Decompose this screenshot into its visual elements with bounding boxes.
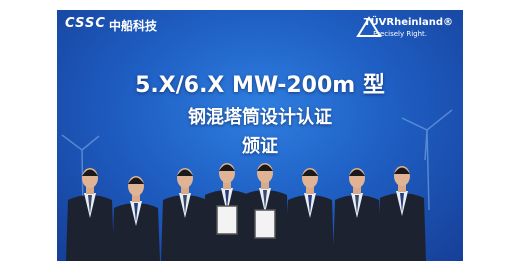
banner-line: 5.X/6.X MW-200m 型 <box>57 67 463 99</box>
tuv-tagline: Precisely Right. <box>373 30 427 38</box>
cssc-mark: CSSC <box>65 16 106 31</box>
hair <box>219 165 235 172</box>
tuv-name: TÜVRheinland® <box>364 17 453 28</box>
page: CSSC 中船科技 TÜVRheinland® Precisely Right.… <box>0 0 519 261</box>
hair <box>177 170 193 177</box>
hair <box>257 165 273 172</box>
hair <box>349 170 365 177</box>
hair <box>302 170 318 177</box>
hair <box>82 170 98 177</box>
banner-line: 颁证 <box>57 132 463 158</box>
hair <box>128 178 144 185</box>
certificate <box>255 210 275 238</box>
cssc-name: 中船科技 <box>109 17 157 34</box>
hair <box>394 168 410 175</box>
banner-line: 钢混塔筒设计认证 <box>57 103 463 129</box>
photo: CSSC 中船科技 TÜVRheinland® Precisely Right.… <box>57 10 463 261</box>
certificate <box>217 206 237 234</box>
